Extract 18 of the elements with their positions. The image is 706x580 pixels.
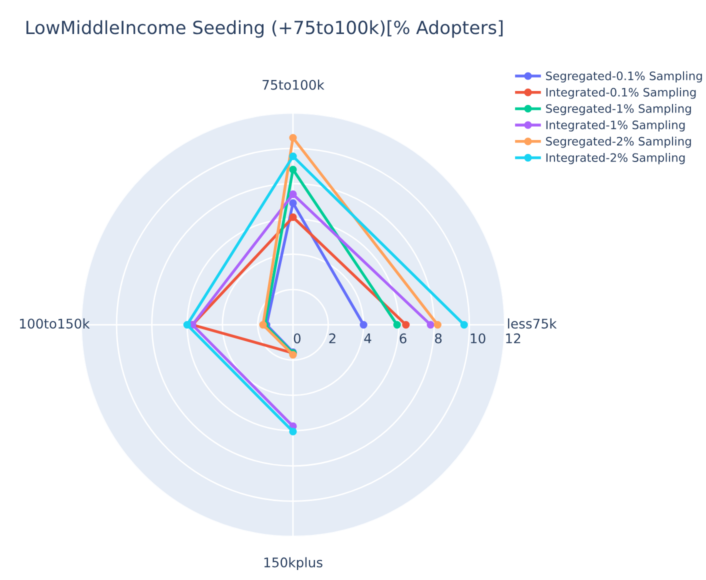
chart-title: LowMiddleIncome Seeding (+75to100k)[% Adopters] — [26, 20, 503, 38]
spoke-label: 150kplus — [264, 557, 322, 570]
legend-label: Integrated-0.1% Sampling — [546, 88, 696, 99]
spoke-label: less75k — [508, 318, 557, 329]
legend-label: Segregated-1% Sampling — [546, 104, 691, 116]
y-tick-label: 8 — [435, 333, 442, 344]
y-tick-label: 10 — [470, 333, 486, 344]
y-tick-label: 0 — [294, 333, 301, 344]
spoke-label: 75to100k — [262, 80, 324, 90]
y-tick-label: 12 — [506, 333, 520, 344]
legend-label: Integrated-2% Sampling — [546, 153, 685, 164]
legend-label: Segregated-0.1% Sampling — [546, 71, 702, 82]
spoke-label: 100to150k — [20, 318, 90, 329]
y-tick-label: 6 — [400, 333, 406, 344]
y-tick-label: 4 — [364, 334, 372, 344]
y-tick-label: 2 — [329, 333, 336, 344]
legend-label: Integrated-1% Sampling — [546, 120, 685, 132]
legend-label: Segregated-2% Sampling — [546, 136, 691, 148]
